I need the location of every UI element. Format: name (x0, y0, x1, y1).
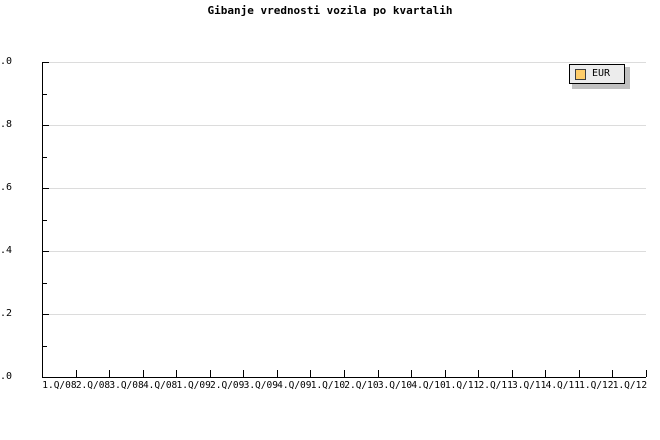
legend-swatch-eur-icon (575, 68, 586, 80)
x-axis-label: 1.Q/08 (42, 380, 77, 391)
gridline (43, 188, 646, 189)
x-tick (176, 370, 177, 377)
x-axis-label: 4.Q/08 (142, 380, 178, 391)
x-axis-label: 3.Q/10 (377, 380, 413, 391)
x-tick (310, 370, 311, 377)
gridline (43, 62, 646, 63)
y-tick-minor (43, 94, 47, 95)
x-tick (411, 370, 412, 377)
x-tick (344, 370, 345, 377)
gridline (43, 314, 646, 315)
y-tick-major (43, 251, 49, 252)
y-axis-label: 0.4 (0, 245, 12, 256)
x-axis-label: 4.Q/11 (545, 380, 580, 391)
x-axis-label: 1.Q/10 (310, 380, 346, 391)
y-axis-line (42, 62, 43, 378)
y-tick-major (43, 377, 49, 378)
x-axis-label: 2.Q/08 (75, 380, 111, 391)
y-tick-minor (43, 283, 47, 284)
y-tick-minor (43, 220, 47, 221)
y-tick-minor (43, 346, 47, 347)
x-axis-label: 1.Q/11 (444, 380, 480, 391)
y-axis-label: 1.0 (0, 56, 12, 67)
x-axis-label: 1.Q/09 (176, 380, 211, 391)
x-axis-label: 4.Q/09 (277, 380, 312, 391)
gridline (43, 251, 646, 252)
x-tick (445, 370, 446, 377)
legend-label-eur: EUR (592, 68, 611, 79)
x-tick (143, 370, 144, 377)
gridline (43, 125, 646, 126)
x-tick (579, 370, 580, 377)
x-axis-label: 1.Q/12 (612, 380, 648, 391)
x-axis-label: 3.Q/11 (512, 380, 547, 391)
chart-legend[interactable]: EUR (569, 64, 625, 84)
x-tick (210, 370, 211, 377)
y-tick-major (43, 62, 49, 63)
y-axis-label: 0.0 (0, 371, 12, 382)
y-tick-major (43, 314, 49, 315)
x-tick (277, 370, 278, 377)
x-tick (612, 370, 613, 377)
x-tick (378, 370, 379, 377)
y-axis-label: 0.6 (0, 182, 12, 193)
x-tick (512, 370, 513, 377)
x-axis-label: 4.Q/10 (411, 380, 446, 391)
x-axis-label: 2.Q/11 (478, 380, 513, 391)
x-axis-label: 1.Q/12 (579, 380, 614, 391)
x-axis-line (42, 377, 646, 378)
x-axis-label: 2.Q/10 (344, 380, 379, 391)
x-tick (243, 370, 244, 377)
y-tick-minor (43, 157, 47, 158)
y-axis-label: 0.2 (0, 308, 12, 319)
x-tick (646, 370, 647, 377)
x-tick (478, 370, 479, 377)
plot-area (42, 62, 647, 378)
y-tick-major (43, 125, 49, 126)
x-axis-label: 3.Q/08 (109, 380, 144, 391)
x-tick (76, 370, 77, 377)
x-tick (109, 370, 110, 377)
y-axis-label: 0.8 (0, 119, 12, 130)
x-axis-label: 2.Q/09 (210, 380, 245, 391)
x-axis-label: 3.Q/09 (243, 380, 278, 391)
x-tick (545, 370, 546, 377)
chart-title: Gibanje vrednosti vozila po kvartalih (207, 4, 453, 17)
y-tick-major (43, 188, 49, 189)
